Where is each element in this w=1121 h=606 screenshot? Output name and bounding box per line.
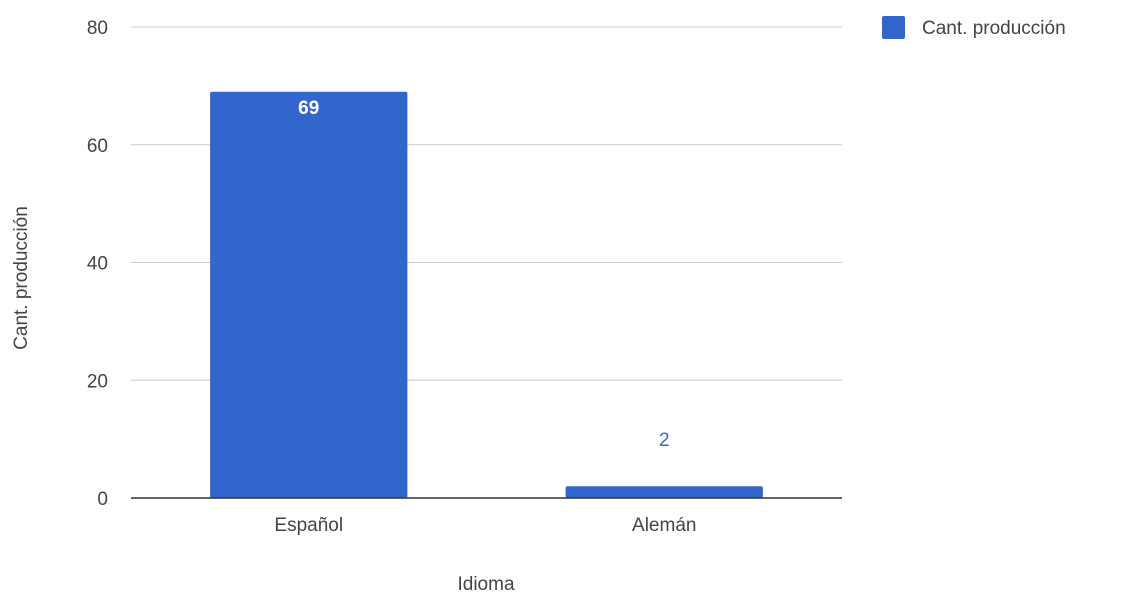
- x-tick-label: Alemán: [632, 515, 696, 536]
- bar[interactable]: [565, 486, 763, 498]
- y-tick-label: 0: [97, 489, 108, 510]
- bars: [210, 91, 763, 498]
- bar[interactable]: [210, 91, 408, 498]
- data-label: 69: [298, 98, 319, 119]
- x-axis-title: Idioma: [457, 574, 514, 595]
- y-tick-label: 20: [87, 371, 108, 392]
- data-label: 2: [659, 430, 670, 451]
- x-tick-label: Español: [274, 515, 343, 536]
- y-tick-label: 60: [87, 136, 108, 157]
- legend-swatch: [882, 16, 905, 39]
- data-labels: 69 2: [298, 98, 669, 451]
- y-tick-label: 40: [87, 254, 108, 275]
- legend[interactable]: Cant. producción: [882, 16, 1066, 39]
- legend-label: Cant. producción: [922, 18, 1066, 39]
- y-tick-label: 80: [87, 18, 108, 39]
- axes: 0 20 40 60 80 Español Alemán: [87, 18, 842, 536]
- y-axis-title: Cant. producción: [11, 206, 32, 350]
